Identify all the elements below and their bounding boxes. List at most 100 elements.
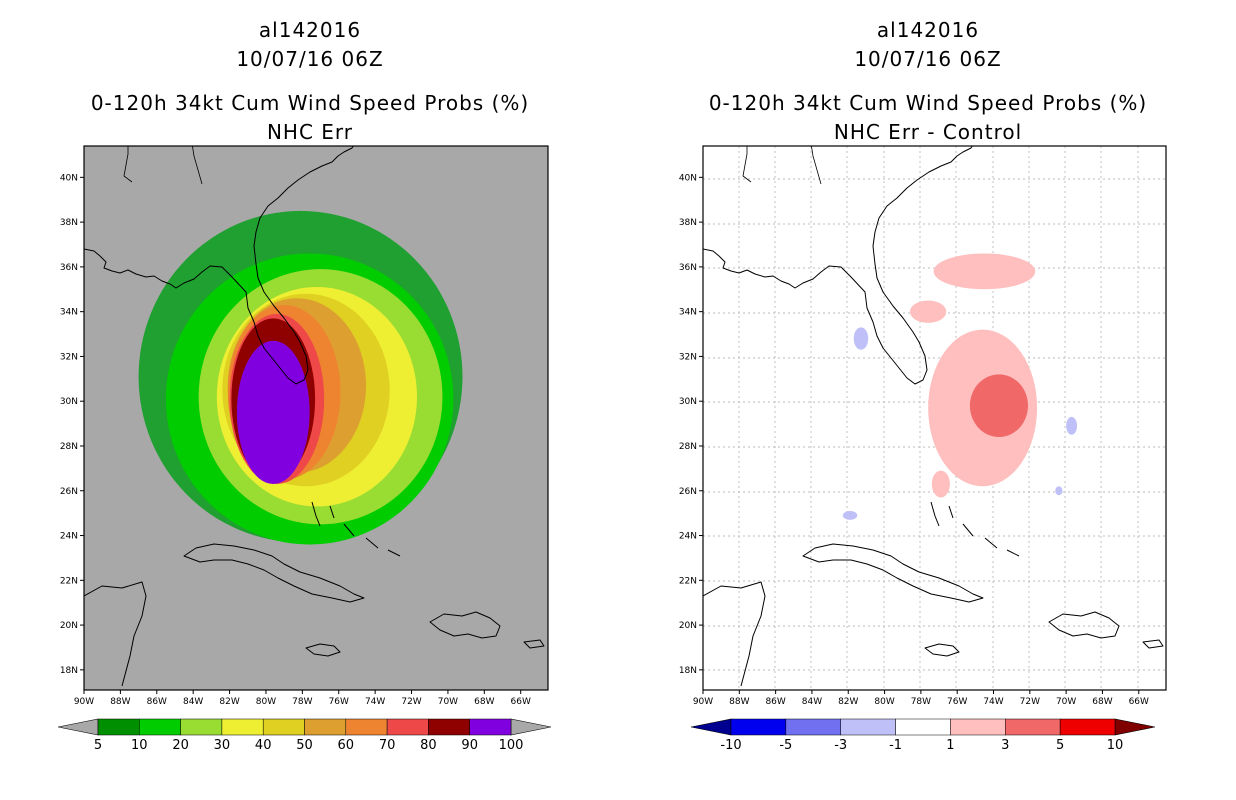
lon-tick-label: 76W <box>947 697 967 707</box>
lon-tick-label: 86W <box>147 697 167 707</box>
lat-tick-label: 28N <box>679 442 697 452</box>
colorbar-label: 20 <box>172 738 189 753</box>
colorbar-label: 1 <box>946 738 954 753</box>
colorbar-over-arrow <box>510 718 552 736</box>
colorbar-label: -5 <box>779 738 792 753</box>
colorbar-label: 80 <box>420 738 437 753</box>
lat-tick-label: 40N <box>60 173 78 183</box>
lon-tick-label: 66W <box>1129 697 1149 707</box>
colorbar-under-arrow <box>690 718 732 736</box>
colorbar-label: 70 <box>379 738 396 753</box>
colorbar-swatch <box>840 718 896 736</box>
colorbar-label: 90 <box>461 738 478 753</box>
lat-tick-label: 22N <box>679 576 697 586</box>
lat-tick-label: 34N <box>60 308 78 318</box>
left-storm-id: al142016 <box>258 18 362 42</box>
right-contour--3-5 <box>853 327 869 350</box>
lat-tick-label: 24N <box>60 532 78 542</box>
colorbar-label: -3 <box>834 738 847 753</box>
colorbar-swatch <box>469 718 512 736</box>
colorbar-swatch <box>139 718 181 736</box>
colorbar-label: 100 <box>499 738 524 753</box>
lon-tick-label: 86W <box>765 697 785 707</box>
lon-tick-label: 68W <box>474 697 494 707</box>
left-datetime: 10/07/16 06Z <box>236 47 384 71</box>
right-contour--3-8 <box>842 510 858 520</box>
right-plot-frame <box>702 145 1167 691</box>
lon-tick-label: 78W <box>292 697 312 707</box>
colorbar-swatch <box>180 718 223 736</box>
lon-tick-label: 82W <box>219 697 239 707</box>
right-contour--3-6 <box>1066 416 1078 435</box>
colorbar-swatch <box>1005 718 1061 736</box>
lat-tick-label: 34N <box>679 308 697 318</box>
lat-tick-label: 36N <box>679 263 697 273</box>
colorbar-swatch <box>221 718 264 736</box>
lon-tick-label: 80W <box>256 697 276 707</box>
right-contour-1-2 <box>909 300 947 323</box>
right-contour-1-1 <box>933 253 1036 290</box>
left-plot-area: 90W 88W 86W 84W 82W 80W 78W 76W 74W 72W 70W 68W 66W 4… <box>60 145 549 707</box>
lon-tick-label: 88W <box>110 697 130 707</box>
lon-tick-label: 78W <box>911 697 931 707</box>
colorbar-swatch <box>730 718 787 736</box>
left-colorbar: 5 10 20 30 40 50 60 70 80 90 100 <box>57 718 552 753</box>
lon-tick-label: 84W <box>183 697 203 707</box>
right-datetime: 10/07/16 06Z <box>854 47 1002 71</box>
lat-tick-label: 32N <box>60 352 78 362</box>
lon-tick-label: 66W <box>511 697 531 707</box>
colorbar-label: 10 <box>131 738 148 753</box>
lon-tick-label: 68W <box>1092 697 1112 707</box>
lon-tick-label: 74W <box>365 697 385 707</box>
lat-tick-label: 22N <box>60 576 78 586</box>
lon-tick-label: 90W <box>74 697 94 707</box>
colorbar-over-arrow <box>1114 718 1156 736</box>
right-contour-3-4 <box>969 374 1029 438</box>
lon-tick-label: 88W <box>729 697 749 707</box>
left-chart-subtitle: NHC Err <box>266 120 354 144</box>
left-contour-90-9 <box>236 340 310 485</box>
colorbar-swatch <box>97 718 140 736</box>
colorbar-swatch <box>304 718 347 736</box>
lat-tick-label: 32N <box>679 352 697 362</box>
lon-tick-label: 74W <box>983 697 1003 707</box>
colorbar-swatch <box>345 718 388 736</box>
lon-tick-label: 72W <box>1020 697 1040 707</box>
colorbar-label: 10 <box>1107 738 1124 753</box>
colorbar-swatch <box>386 718 429 736</box>
colorbar-swatch <box>262 718 305 736</box>
lon-tick-label: 70W <box>1056 697 1076 707</box>
lon-tick-label: 82W <box>838 697 858 707</box>
left-axis-ticks: 90W 88W 86W 84W 82W 80W 78W 76W 74W 72W 70W 68W 66W 4… <box>60 173 531 707</box>
left-probability-field <box>138 210 463 545</box>
lat-tick-label: 30N <box>679 397 697 407</box>
colorbar-label: 3 <box>1001 738 1009 753</box>
colorbar-label: 30 <box>214 738 231 753</box>
lat-tick-label: 38N <box>679 218 697 228</box>
lon-tick-label: 70W <box>438 697 458 707</box>
lon-tick-label: 80W <box>874 697 894 707</box>
colorbar-swatch <box>895 718 951 736</box>
colorbar-swatch <box>950 718 1006 736</box>
right-chart-title: 0-120h 34kt Cum Wind Speed Probs (%) <box>708 91 1148 115</box>
lat-tick-label: 20N <box>679 621 697 631</box>
right-difference-field <box>842 253 1078 520</box>
right-contour--3-7 <box>1055 486 1063 496</box>
lat-tick-label: 26N <box>60 487 78 497</box>
colorbar-label: -10 <box>720 738 741 753</box>
lat-tick-label: 26N <box>679 487 697 497</box>
right-chart-subtitle: NHC Err - Control <box>833 120 1023 144</box>
lon-tick-label: 84W <box>802 697 822 707</box>
colorbar-swatch <box>428 718 470 736</box>
lat-tick-label: 30N <box>60 397 78 407</box>
lat-tick-label: 20N <box>60 621 78 631</box>
lat-tick-label: 36N <box>60 263 78 273</box>
lat-tick-label: 18N <box>679 666 697 676</box>
colorbar-label: -1 <box>889 738 902 753</box>
lat-tick-label: 28N <box>60 442 78 452</box>
lon-tick-label: 76W <box>329 697 349 707</box>
lon-tick-label: 72W <box>401 697 421 707</box>
right-axis-ticks: 90W 88W 86W 84W 82W 80W 78W 76W 74W 72W 70W 68W 66W 4… <box>679 173 1149 707</box>
colorbar-label: 60 <box>338 738 355 753</box>
